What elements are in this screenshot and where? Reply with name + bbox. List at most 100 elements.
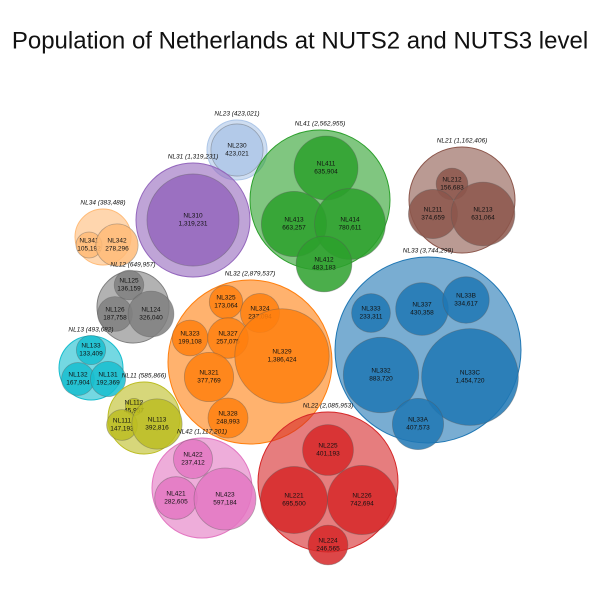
child-circle <box>207 397 249 439</box>
child-circle <box>351 293 391 333</box>
child-value: 147,193 <box>110 426 134 433</box>
child-name: NL211 <box>424 207 443 214</box>
child-circle <box>295 235 353 293</box>
child-name: NL321 <box>199 370 219 377</box>
child-name: NL112 <box>125 400 144 407</box>
group-label: NL13 (493,682) <box>68 327 113 334</box>
child-circle <box>146 173 240 267</box>
child-value: 192,369 <box>96 380 120 387</box>
child-name: NL113 <box>148 417 167 424</box>
child-value: 105,192 <box>77 246 101 253</box>
child-name: NL310 <box>183 213 203 220</box>
child-value: 282,605 <box>164 499 188 506</box>
chart-title: Population of Netherlands at NUTS2 and N… <box>12 27 588 54</box>
child-circle <box>183 351 235 403</box>
child-circle <box>131 398 183 450</box>
child-value: 167,904 <box>66 380 90 387</box>
child-name: NL341 <box>79 238 99 245</box>
child-name: NL126 <box>105 307 125 314</box>
group-label: NL11 (585,866) <box>122 373 167 380</box>
child-value: 483,183 <box>312 265 336 272</box>
child-name: NL412 <box>314 257 334 264</box>
group-label: NL21 (1,162,406) <box>437 138 488 145</box>
child-value: 326,040 <box>139 315 163 322</box>
child-value: 133,409 <box>79 351 103 358</box>
child-value: 233,311 <box>359 314 382 321</box>
child-value: 695,500 <box>282 501 306 508</box>
group-label: NL33 (3,744,299) <box>403 248 454 255</box>
child-circle <box>193 467 257 531</box>
child-value: 1,319,231 <box>179 221 208 228</box>
child-value: 407,573 <box>406 425 430 432</box>
child-value: 248,993 <box>216 419 240 426</box>
child-name: NL33B <box>456 293 476 300</box>
child-circle <box>342 336 420 414</box>
child-circle <box>421 328 519 426</box>
child-name: NL226 <box>352 493 372 500</box>
child-value: 173,064 <box>214 303 238 310</box>
child-circle <box>173 439 213 479</box>
child-circle <box>210 123 264 177</box>
child-value: 246,565 <box>316 546 340 553</box>
child-value: 334,617 <box>454 301 478 308</box>
child-name: NL132 <box>68 372 88 379</box>
child-value: 631,064 <box>471 215 495 222</box>
child-value: 136,159 <box>117 286 141 293</box>
child-circle <box>127 290 175 338</box>
child-value: 883,720 <box>369 376 393 383</box>
child-value: 635,904 <box>314 169 338 176</box>
child-name: NL221 <box>284 493 304 500</box>
child-name: NL423 <box>215 492 235 499</box>
child-value: 1,454,720 <box>456 378 485 385</box>
child-name: NL327 <box>218 331 238 338</box>
child-value: 374,659 <box>421 215 445 222</box>
child-value: 156,683 <box>440 185 464 192</box>
child-name: NL225 <box>318 443 338 450</box>
child-value: 45,957 <box>124 408 144 415</box>
child-value: 780,611 <box>338 225 361 232</box>
group-label: NL41 (2,562,955) <box>295 121 346 128</box>
child-circle <box>90 361 126 397</box>
child-name: NL124 <box>141 307 161 314</box>
child-value: 278,296 <box>105 246 129 253</box>
group-label: NL32 (2,879,537) <box>225 271 276 278</box>
child-circle <box>442 276 490 324</box>
group-label: NL42 (1,117,201) <box>177 429 227 436</box>
child-circle <box>302 424 354 476</box>
child-name: NL337 <box>412 302 432 309</box>
child-value: 423,021 <box>225 151 249 158</box>
child-value: 597,184 <box>213 500 237 507</box>
child-circle <box>75 334 107 366</box>
child-value: 663,257 <box>282 225 306 232</box>
child-value: 257,075 <box>216 339 240 346</box>
child-name: NL33A <box>408 417 429 424</box>
child-name: NL342 <box>107 238 127 245</box>
child-value: 742,694 <box>350 501 374 508</box>
child-name: NL421 <box>166 491 186 498</box>
child-value: 430,358 <box>410 310 434 317</box>
child-name: NL125 <box>119 278 139 285</box>
child-name: NL328 <box>218 411 238 418</box>
child-value: 1,386,424 <box>268 357 297 364</box>
child-name: NL133 <box>81 343 101 350</box>
child-circle <box>113 269 145 301</box>
child-name: NL33C <box>460 370 481 377</box>
child-name: NL230 <box>227 143 247 150</box>
child-name: NL224 <box>318 538 338 545</box>
child-name: NL422 <box>183 452 203 459</box>
child-name: NL329 <box>272 349 292 356</box>
child-name: NL333 <box>361 306 381 313</box>
child-name: NL332 <box>371 368 391 375</box>
child-value: 199,108 <box>178 339 202 346</box>
child-circle <box>391 397 445 451</box>
child-name: NL323 <box>180 331 200 338</box>
group-label: NL12 (649,957) <box>110 262 155 269</box>
child-value: 392,816 <box>145 425 169 432</box>
child-circle <box>307 524 349 566</box>
child-name: NL213 <box>473 207 493 214</box>
child-name: NL413 <box>284 217 304 224</box>
child-value: 401,193 <box>316 451 340 458</box>
child-name: NL324 <box>250 306 270 313</box>
child-value: 237,412 <box>181 460 205 467</box>
